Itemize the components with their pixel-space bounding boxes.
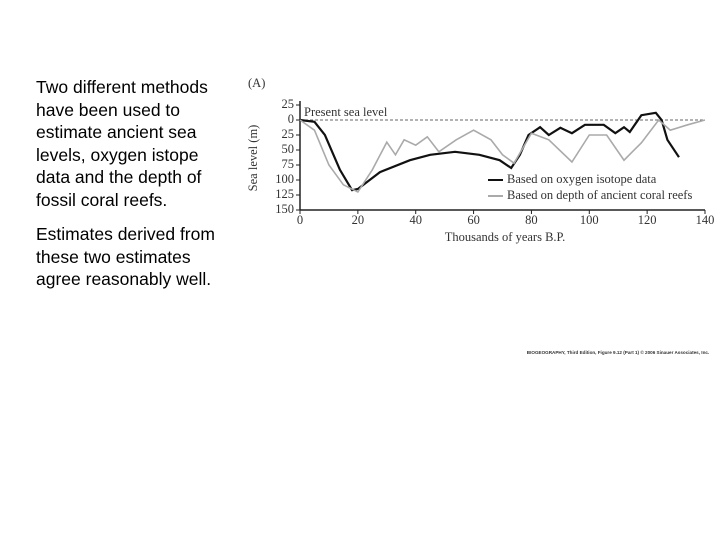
x-tick-label: 140 — [696, 213, 715, 227]
y-tick-label: 50 — [282, 142, 295, 156]
reference-label: Present sea level — [304, 105, 388, 119]
y-tick-label: 100 — [275, 172, 294, 186]
y-tick-label: 0 — [288, 112, 294, 126]
legend-label: Based on depth of ancient coral reefs — [507, 188, 692, 202]
paragraph: Estimates derived from these two estimat… — [36, 224, 215, 289]
x-tick-label: 60 — [467, 213, 480, 227]
text-panel: Two different methods have been used to … — [36, 76, 218, 303]
series-line — [299, 118, 706, 194]
x-tick-label: 20 — [352, 213, 365, 227]
x-axis-label: Thousands of years B.P. — [445, 230, 565, 244]
credit: BIOGEOGRAPHY, Third Edition, Figure 9.12… — [527, 349, 709, 355]
series-line — [299, 111, 680, 192]
y-tick-label: 125 — [275, 187, 294, 201]
x-tick-label: 100 — [580, 213, 599, 227]
x-tick-label: 40 — [409, 213, 422, 227]
legend-label: Based on oxygen isotope data — [507, 172, 657, 186]
paragraph: Two different methods have been used to … — [36, 77, 208, 210]
x-tick-label: 0 — [297, 213, 303, 227]
y-tick-label: 75 — [282, 157, 295, 171]
y-tick-label: 25 — [282, 127, 295, 141]
x-tick-label: 120 — [638, 213, 657, 227]
panel-label: (A) — [248, 76, 265, 90]
y-tick-label: 25 — [282, 97, 295, 111]
y-axis-label: Sea level (m) — [246, 125, 260, 192]
y-tick-label: 150 — [275, 202, 294, 216]
x-tick-label: 80 — [525, 213, 538, 227]
